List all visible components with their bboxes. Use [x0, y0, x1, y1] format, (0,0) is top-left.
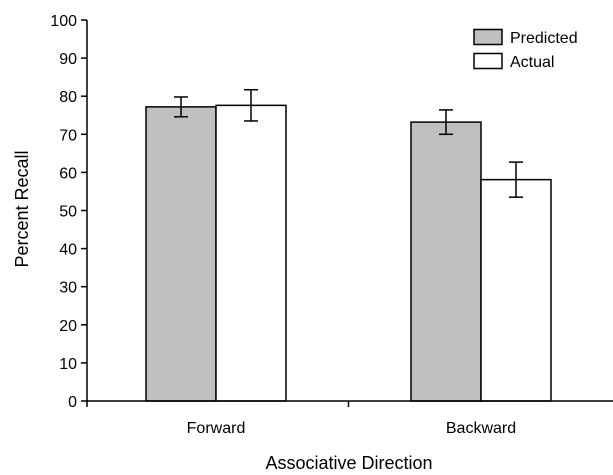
x-ticks: Forward Backward: [86, 401, 516, 437]
bar-actual-backward: [480, 178, 552, 402]
error-bar-actual-forward: [244, 88, 258, 122]
legend-swatch: [473, 28, 503, 46]
y-tick-label: 30: [59, 280, 77, 297]
y-tick-label: 90: [59, 51, 77, 68]
y-tick-label: 80: [59, 89, 77, 106]
x-category-label: Backward: [446, 420, 516, 437]
y-tick-label: 100: [50, 13, 77, 30]
bar-predicted-forward: [145, 106, 217, 402]
x-category-label: Forward: [187, 420, 246, 437]
error-bar-predicted-forward: [174, 96, 188, 118]
y-tick-label: 0: [68, 394, 77, 411]
bar-predicted-backward: [410, 121, 482, 402]
legend-item-actual: Actual: [473, 52, 554, 71]
legend-item-predicted: Predicted: [473, 28, 578, 47]
y-ticks: 0 10 20 30 40 50 60 70 80 90 100: [50, 13, 87, 411]
legend: Predicted Actual: [473, 28, 578, 71]
x-axis-label: Associative Direction: [265, 453, 432, 473]
bar-actual-forward: [215, 104, 287, 402]
error-bars: [174, 88, 523, 198]
y-tick-label: 40: [59, 242, 77, 259]
legend-swatch: [473, 52, 503, 70]
error-bar-predicted-backward: [439, 109, 453, 136]
y-tick-label: 50: [59, 204, 77, 221]
y-tick-label: 10: [59, 356, 77, 373]
y-tick-label: 60: [59, 165, 77, 182]
y-tick-label: 70: [59, 127, 77, 144]
legend-label: Actual: [510, 54, 554, 71]
y-tick-label: 20: [59, 318, 77, 335]
error-bar-actual-backward: [509, 161, 523, 198]
legend-label: Predicted: [510, 30, 578, 47]
y-axis-label: Percent Recall: [12, 150, 32, 267]
bars: [145, 104, 552, 402]
